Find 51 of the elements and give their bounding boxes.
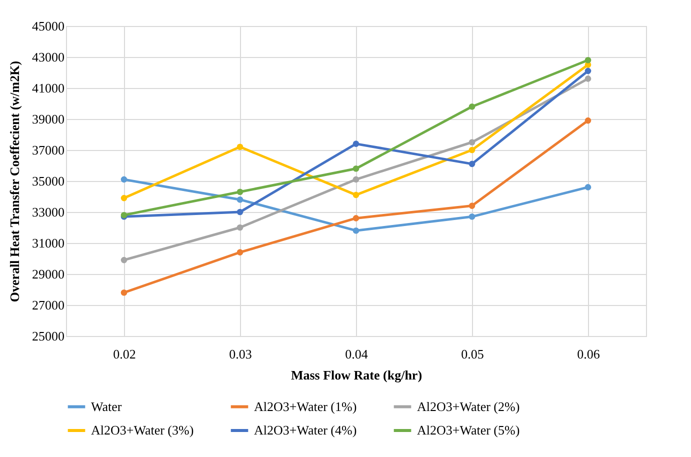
- y-tick-label: 27000: [32, 298, 64, 312]
- point: [352, 227, 360, 234]
- point: [120, 176, 128, 183]
- point: [120, 194, 128, 202]
- point: [584, 76, 592, 82]
- y-tick-label: 39000: [32, 112, 64, 126]
- x-tick-label: 0.03: [229, 346, 252, 362]
- point: [352, 215, 360, 222]
- legend-label: Al2O3+Water (3%): [91, 422, 194, 438]
- legend-label: Al2O3+Water (5%): [417, 422, 520, 438]
- point: [236, 196, 244, 203]
- point: [468, 213, 476, 220]
- point: [468, 146, 476, 154]
- x-axis-title: Mass Flow Rate (kg/hr): [290, 368, 422, 382]
- y-axis-title: Overall Heat Transfer Coeffecient (w/m2K): [7, 60, 22, 302]
- point: [468, 103, 476, 110]
- y-tick-label: 45000: [32, 18, 64, 34]
- x-tick-label: 0.05: [461, 346, 484, 362]
- x-tick-label: 0.04: [345, 346, 368, 362]
- y-tick-label: 43000: [32, 50, 64, 64]
- point: [584, 184, 592, 190]
- legend-label: Al2O3+Water (1%): [254, 398, 357, 414]
- y-tick-label: 29000: [32, 266, 64, 282]
- y-tick-label: 41000: [32, 80, 64, 96]
- point: [236, 224, 244, 231]
- point: [236, 208, 244, 216]
- point: [352, 165, 360, 172]
- point: [584, 56, 592, 64]
- legend-label: Al2O3+Water (2%): [417, 398, 520, 414]
- x-tick-label: 0.02: [113, 346, 136, 362]
- legend-label: Water: [91, 398, 122, 414]
- point: [120, 256, 128, 264]
- y-tick-label: 37000: [32, 142, 64, 158]
- point: [236, 188, 244, 196]
- point: [468, 202, 476, 209]
- point: [584, 68, 592, 74]
- point: [352, 192, 360, 198]
- y-tick-label: 31000: [32, 236, 64, 250]
- y-tick-label: 33000: [32, 204, 64, 220]
- point: [120, 289, 128, 296]
- point: [352, 176, 360, 183]
- point: [236, 249, 244, 256]
- point: [468, 139, 476, 146]
- point: [236, 144, 244, 150]
- legend-label: Al2O3+Water (4%): [254, 422, 357, 438]
- x-tick-label: 0.06: [577, 346, 600, 362]
- y-tick-label: 25000: [32, 328, 64, 344]
- point: [352, 140, 360, 147]
- point: [468, 160, 476, 168]
- y-tick-label: 35000: [32, 174, 64, 188]
- point: [584, 117, 592, 124]
